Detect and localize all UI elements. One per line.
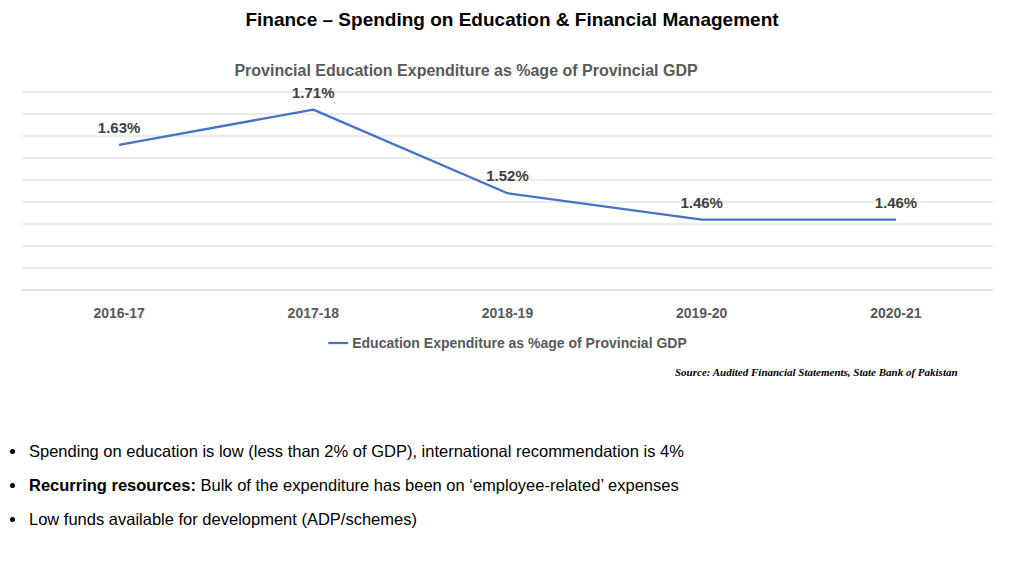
bullet: Recurring resources: Bulk of the expendi… xyxy=(27,474,684,497)
series-line xyxy=(119,110,896,220)
bullet: Spending on education is low (less than … xyxy=(27,440,684,463)
plot-area xyxy=(119,110,896,220)
chart-title: Provincial Education Expenditure as %age… xyxy=(234,62,698,79)
grid-line xyxy=(22,158,993,159)
grid-line xyxy=(22,246,993,247)
grid-line xyxy=(22,268,993,269)
slide-title: Finance – Spending on Education & Financ… xyxy=(0,9,1024,31)
x-tick-label: 2019-20 xyxy=(676,305,728,321)
bullet-text: Spending on education is low (less than … xyxy=(29,442,684,460)
legend-label: Education Expenditure as %age of Provinc… xyxy=(352,335,687,351)
source-note: Source: Audited Financial Statements, St… xyxy=(675,365,965,380)
data-label: 1.71% xyxy=(292,84,335,101)
grid-line xyxy=(22,224,993,225)
bullet-text: Low funds available for development (ADP… xyxy=(29,510,417,528)
x-tick-label: 2017-18 xyxy=(288,305,340,321)
data-label: 1.46% xyxy=(680,194,723,211)
grid-line xyxy=(22,202,993,203)
bullet-text: Bulk of the expenditure has been on ‘emp… xyxy=(196,476,679,494)
grid-line xyxy=(22,114,993,115)
bullet-lead: Recurring resources: xyxy=(29,476,196,494)
data-label: 1.46% xyxy=(875,194,918,211)
bullet-list: Spending on education is low (less than … xyxy=(9,440,684,542)
grid-line xyxy=(22,290,993,291)
bullet: Low funds available for development (ADP… xyxy=(27,508,684,531)
x-tick-label: 2018-19 xyxy=(482,305,534,321)
legend-swatch xyxy=(328,342,348,344)
axis-line xyxy=(22,290,993,291)
x-tick-label: 2016-17 xyxy=(93,305,145,321)
legend: Education Expenditure as %age of Provinc… xyxy=(328,335,687,351)
data-label: 1.63% xyxy=(98,119,141,136)
grid-line xyxy=(22,92,993,93)
x-tick-label: 2020-21 xyxy=(870,305,922,321)
data-label: 1.52% xyxy=(486,167,529,184)
